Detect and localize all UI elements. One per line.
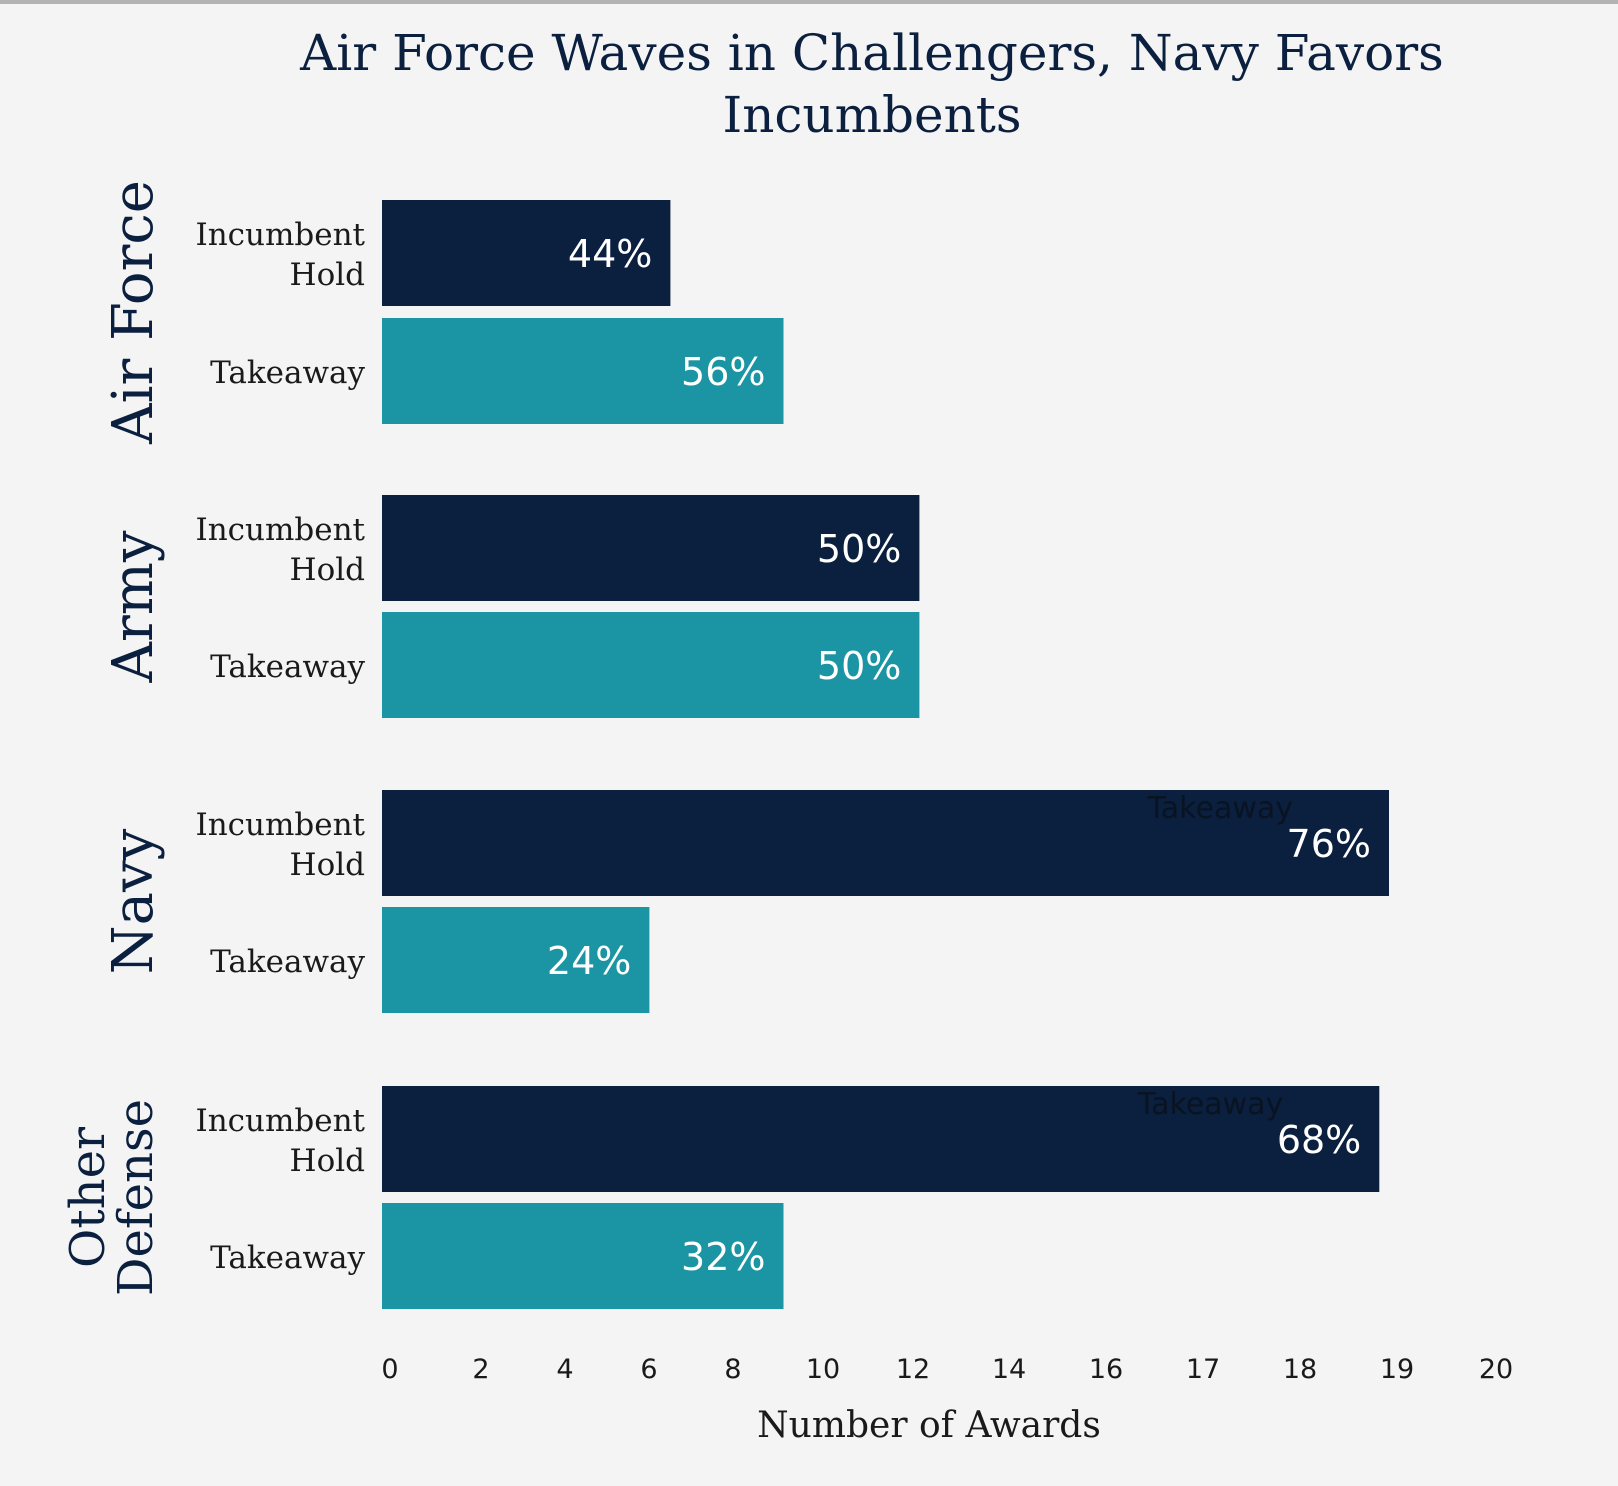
group-label: Other	[60, 1127, 116, 1268]
data-label: 76%	[1287, 822, 1371, 866]
bar	[382, 1086, 1380, 1192]
category-label: Incumbent	[195, 512, 365, 548]
bar	[382, 200, 671, 306]
data-label: 50%	[817, 527, 901, 571]
category-label: Takeaway	[210, 944, 365, 980]
category-label: Takeaway	[210, 649, 365, 685]
bar	[382, 1203, 784, 1309]
group-label: Air Force	[101, 180, 166, 445]
data-label: 50%	[817, 644, 901, 688]
category-label: Takeaway	[210, 1240, 365, 1276]
bar	[382, 495, 920, 601]
data-label: 32%	[681, 1235, 765, 1279]
category-label: Hold	[290, 257, 365, 293]
data-label: 44%	[568, 232, 652, 276]
x-tick-label: 2	[472, 1354, 489, 1385]
overlay-label: Takeaway	[1137, 1087, 1284, 1122]
bar	[382, 318, 784, 424]
chart-title: Air Force Waves in Challengers, Navy Fav…	[299, 24, 1444, 82]
labels-layer: Air Force Incumbent Hold 44% Takeaway 56% Army…	[60, 180, 1371, 1296]
x-tick-label: 10	[806, 1354, 840, 1385]
x-axis-label: Number of Awards	[757, 1405, 1101, 1446]
category-label: Hold	[290, 1143, 365, 1179]
overlay-label: Takeaway	[1146, 791, 1293, 826]
x-tick-label: 20	[1479, 1354, 1513, 1385]
bars-layer	[382, 200, 1389, 1309]
x-tick-label: 8	[724, 1354, 741, 1385]
group-label: Defense	[108, 1099, 164, 1296]
x-tick-label: 16	[1089, 1354, 1123, 1385]
category-label: Hold	[290, 552, 365, 588]
x-tick-label: 14	[992, 1354, 1026, 1385]
bar	[382, 612, 920, 718]
category-label: Takeaway	[210, 355, 365, 391]
x-tick-label: 6	[640, 1354, 657, 1385]
x-tick-label: 12	[896, 1354, 930, 1385]
group-label: Navy	[101, 828, 166, 974]
category-label: Incumbent	[195, 217, 365, 253]
data-label: 68%	[1277, 1118, 1361, 1162]
category-label: Incumbent	[195, 1103, 365, 1139]
x-axis-ticks: 0 2 4 6 8 10 12 14 16 17 18 19 20	[381, 1354, 1513, 1385]
bar	[382, 790, 1389, 896]
bar	[382, 907, 650, 1013]
x-tick-label: 18	[1283, 1354, 1317, 1385]
group-label: Army	[101, 530, 166, 683]
x-tick-label: 4	[556, 1354, 573, 1385]
category-label: Incumbent	[195, 807, 365, 843]
chart-title-line-2: Incumbents	[722, 86, 1021, 144]
x-tick-label: 19	[1380, 1354, 1414, 1385]
data-label: 56%	[681, 350, 765, 394]
top-border	[0, 0, 1618, 4]
x-tick-label: 17	[1186, 1354, 1220, 1385]
category-label: Hold	[290, 847, 365, 883]
data-label: 24%	[547, 939, 631, 983]
x-tick-label: 0	[381, 1354, 398, 1385]
